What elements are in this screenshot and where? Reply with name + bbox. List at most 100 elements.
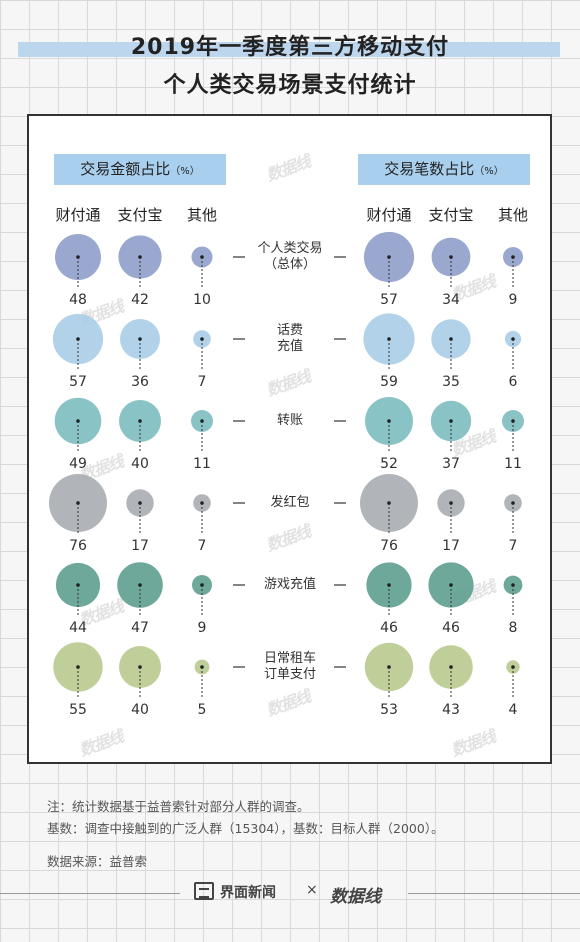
category-label: 个人类交易 （总体） bbox=[230, 241, 350, 273]
value-label: 53 bbox=[380, 702, 398, 718]
section-header-amount-unit: （%） bbox=[170, 166, 200, 177]
value-label: 40 bbox=[131, 456, 149, 472]
footer-partner-logo: 数据线 bbox=[330, 887, 381, 907]
bubble-center-dot bbox=[511, 501, 515, 505]
bubble-center-dot bbox=[76, 255, 80, 259]
value-label: 9 bbox=[509, 292, 518, 308]
bubble-center-dot bbox=[200, 419, 204, 423]
bubble-center-dot bbox=[76, 583, 80, 587]
category-label-line: 发红包 bbox=[270, 495, 310, 510]
bubble-center-dot bbox=[200, 665, 204, 669]
bubble-center-dot bbox=[511, 255, 515, 259]
value-label: 42 bbox=[131, 292, 149, 308]
value-label: 44 bbox=[69, 620, 87, 636]
column-label-tenpay-left: 财付通 bbox=[55, 206, 101, 224]
value-label: 17 bbox=[131, 538, 149, 554]
column-label-tenpay-right: 财付通 bbox=[366, 206, 412, 224]
column-label-alipay-right: 支付宝 bbox=[428, 206, 474, 224]
bubble-center-dot bbox=[138, 255, 142, 259]
category-label-line: 话费 bbox=[276, 323, 303, 338]
column-label-other-right: 其他 bbox=[497, 206, 528, 224]
category-label-line: 充值 bbox=[276, 339, 303, 354]
bubble-center-dot bbox=[200, 337, 204, 341]
bubble-center-dot bbox=[449, 255, 453, 259]
category-label: 发红包 bbox=[230, 495, 350, 511]
bubble-center-dot bbox=[76, 337, 80, 341]
bubble-center-dot bbox=[138, 583, 142, 587]
value-label: 76 bbox=[380, 538, 398, 554]
bubble-center-dot bbox=[387, 583, 391, 587]
data-source: 数据来源：益普索 bbox=[47, 854, 148, 869]
bubble-center-dot bbox=[387, 255, 391, 259]
value-label: 40 bbox=[131, 702, 149, 718]
chart-title: 2019年一季度第三方移动支付 bbox=[130, 35, 450, 60]
bubble-center-dot bbox=[387, 419, 391, 423]
value-label: 46 bbox=[380, 620, 398, 636]
value-label: 10 bbox=[193, 292, 211, 308]
bubble-center-dot bbox=[76, 665, 80, 669]
value-label: 34 bbox=[442, 292, 460, 308]
bubble-center-dot bbox=[449, 665, 453, 669]
value-label: 11 bbox=[504, 456, 522, 472]
category-label: 日常租车 订单支付 bbox=[230, 651, 350, 683]
bubble-center-dot bbox=[200, 255, 204, 259]
chart-subtitle: 个人类交易场景支付统计 bbox=[163, 73, 417, 98]
value-label: 6 bbox=[509, 374, 518, 390]
bubble-center-dot bbox=[76, 419, 80, 423]
footnote: 注：统计数据基于益普索针对部分人群的调查。 bbox=[47, 799, 310, 814]
bubble-center-dot bbox=[511, 419, 515, 423]
value-label: 46 bbox=[442, 620, 460, 636]
value-label: 5 bbox=[198, 702, 207, 718]
category-label-line: 日常租车 bbox=[263, 651, 316, 666]
category-label-line: 游戏充值 bbox=[263, 577, 316, 592]
category-label: 游戏充值 bbox=[230, 577, 350, 593]
bubble-center-dot bbox=[511, 665, 515, 669]
bubble-center-dot bbox=[449, 583, 453, 587]
bubble-center-dot bbox=[138, 665, 142, 669]
section-header-count: 交易笔数占比（%） bbox=[358, 154, 530, 185]
bubble-center-dot bbox=[511, 583, 515, 587]
value-label: 4 bbox=[509, 702, 518, 718]
jiemian-logo-icon bbox=[194, 882, 214, 900]
bubble-center-dot bbox=[387, 501, 391, 505]
bubble-center-dot bbox=[449, 501, 453, 505]
value-label: 7 bbox=[198, 538, 207, 554]
value-label: 7 bbox=[198, 374, 207, 390]
bubble-center-dot bbox=[138, 501, 142, 505]
value-label: 49 bbox=[69, 456, 87, 472]
category-label: 转账 bbox=[230, 413, 350, 429]
footer-separator: × bbox=[306, 882, 318, 898]
value-label: 57 bbox=[380, 292, 398, 308]
category-label-line: （总体） bbox=[263, 257, 316, 272]
value-label: 8 bbox=[509, 620, 518, 636]
value-label: 47 bbox=[131, 620, 149, 636]
bubble-center-dot bbox=[449, 419, 453, 423]
value-label: 43 bbox=[442, 702, 460, 718]
bubble-center-dot bbox=[449, 337, 453, 341]
value-label: 76 bbox=[69, 538, 87, 554]
section-header-amount-label: 交易金额占比 bbox=[80, 160, 171, 178]
section-header-count-unit: （%） bbox=[474, 166, 504, 177]
bubble-center-dot bbox=[76, 501, 80, 505]
bubble-center-dot bbox=[387, 665, 391, 669]
title-highlight-band bbox=[18, 42, 560, 57]
bubble-center-dot bbox=[138, 337, 142, 341]
value-label: 35 bbox=[442, 374, 460, 390]
column-label-alipay-left: 支付宝 bbox=[117, 206, 163, 224]
base-note: 基数：调查中接触到的广泛人群（15304），基数：目标人群（2000）。 bbox=[47, 821, 444, 836]
bubble-center-dot bbox=[200, 501, 204, 505]
category-label-line: 个人类交易 bbox=[257, 241, 323, 256]
footer-brand: 界面新闻 bbox=[220, 885, 276, 901]
footer-rule-right bbox=[408, 893, 580, 894]
bubble-center-dot bbox=[200, 583, 204, 587]
category-label: 话费 充值 bbox=[230, 323, 350, 355]
value-label: 59 bbox=[380, 374, 398, 390]
category-label-line: 转账 bbox=[276, 413, 303, 428]
value-label: 7 bbox=[509, 538, 518, 554]
value-label: 17 bbox=[442, 538, 460, 554]
value-label: 11 bbox=[193, 456, 211, 472]
bubble-center-dot bbox=[138, 419, 142, 423]
section-header-count-label: 交易笔数占比 bbox=[384, 160, 475, 178]
category-label-line: 订单支付 bbox=[263, 667, 316, 682]
